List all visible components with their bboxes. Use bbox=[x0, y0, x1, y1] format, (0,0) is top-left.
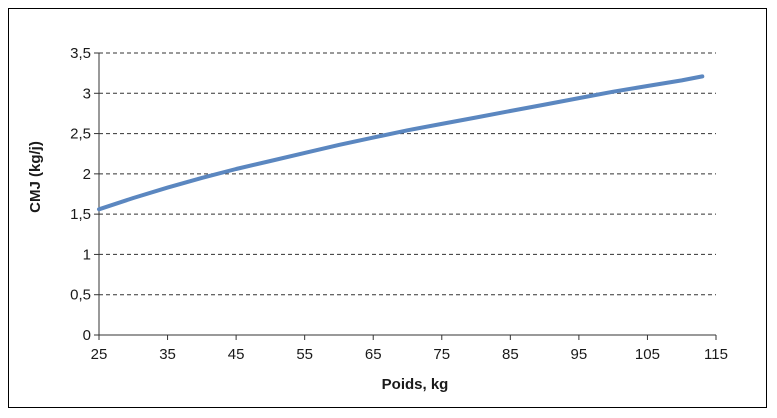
chart-frame bbox=[8, 8, 767, 408]
x-tick-label: 35 bbox=[159, 346, 176, 363]
x-tick-label: 85 bbox=[502, 346, 519, 363]
y-tick-labels: 0 0,5 1 1,5 2 2,5 3 3,5 bbox=[70, 45, 91, 344]
y-tick-label: 1,5 bbox=[70, 206, 91, 223]
x-tick-label: 115 bbox=[704, 346, 728, 363]
x-tick-labels: 25 35 45 55 65 75 85 95 105 115 bbox=[91, 346, 728, 363]
x-tick-label: 45 bbox=[228, 346, 245, 363]
x-tick-label: 55 bbox=[296, 346, 313, 363]
x-tick-label: 75 bbox=[433, 346, 450, 363]
y-axis-title: CMJ (kg/j) bbox=[27, 141, 44, 213]
y-tick-label: 2 bbox=[83, 166, 91, 183]
y-tick-label: 2,5 bbox=[70, 126, 91, 143]
x-tick-label: 105 bbox=[635, 346, 660, 363]
y-tick-label: 0 bbox=[83, 327, 91, 344]
gridlines bbox=[99, 52, 716, 296]
x-tick-label: 65 bbox=[365, 346, 382, 363]
series-line bbox=[97, 74, 705, 212]
y-tick-label: 0,5 bbox=[70, 287, 91, 304]
axes bbox=[94, 52, 717, 340]
x-tick-label: 95 bbox=[571, 346, 588, 363]
y-tick-label: 3,5 bbox=[70, 45, 91, 62]
y-tick-label: 3 bbox=[83, 85, 91, 102]
x-tick-label: 25 bbox=[91, 346, 108, 363]
y-tick-label: 1 bbox=[83, 246, 91, 263]
series-group bbox=[97, 74, 705, 212]
x-axis-title: Poids, kg bbox=[382, 376, 449, 393]
